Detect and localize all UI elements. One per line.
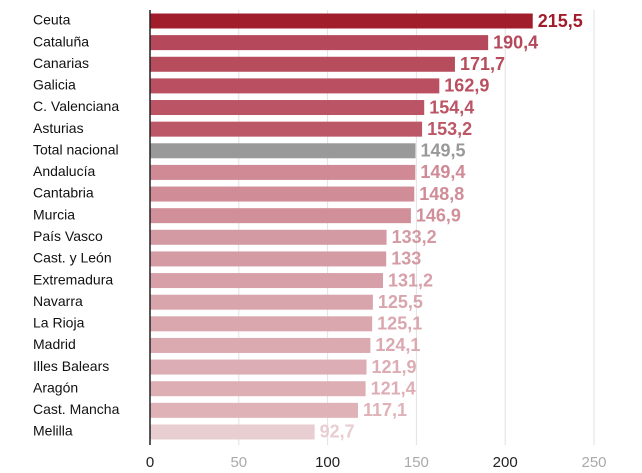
value-label: 154,4: [429, 97, 474, 117]
category-label: La Rioja: [33, 315, 85, 331]
bar: [150, 121, 423, 137]
value-label: 153,2: [427, 119, 472, 139]
value-label: 146,9: [416, 205, 461, 225]
category-label: Asturias: [33, 120, 84, 136]
category-label: Ceuta: [33, 12, 71, 28]
value-label: 133: [391, 249, 421, 269]
value-label: 121,9: [371, 357, 416, 377]
bar: [150, 402, 358, 418]
x-tick-label: 100: [315, 454, 340, 471]
category-label: Total nacional: [33, 141, 119, 157]
bar: [150, 100, 425, 116]
value-label: 171,7: [460, 54, 505, 74]
value-label: 121,4: [371, 378, 416, 398]
category-label: Cantabria: [33, 185, 94, 201]
x-tick-label: 150: [404, 454, 429, 471]
category-label: Navarra: [33, 293, 83, 309]
value-label: 125,1: [377, 314, 422, 334]
category-label: Cast. Mancha: [33, 401, 120, 417]
bar: [150, 424, 315, 440]
value-label: 133,2: [392, 227, 437, 247]
category-label: Cast. y León: [33, 250, 112, 266]
bar: [150, 143, 416, 159]
value-label: 215,5: [538, 11, 583, 31]
bar: [150, 381, 366, 397]
bar: [150, 251, 387, 267]
x-tick-label: 250: [581, 454, 606, 471]
category-label: País Vasco: [33, 228, 103, 244]
category-label: Galicia: [33, 77, 76, 93]
bar: [150, 56, 455, 72]
bar: [150, 78, 440, 94]
category-label: Andalucía: [33, 163, 95, 179]
x-tick-label: 0: [146, 454, 154, 471]
bar: [150, 208, 411, 224]
value-label: 92,7: [320, 422, 355, 442]
bar: [150, 186, 415, 202]
value-label: 117,1: [363, 400, 407, 420]
category-label: Canarias: [33, 55, 89, 71]
value-label: 125,5: [378, 292, 423, 312]
category-label: Madrid: [33, 336, 76, 352]
bar: [150, 294, 373, 310]
category-label: Cataluña: [33, 33, 89, 49]
category-label: Extremadura: [33, 271, 113, 287]
value-label: 124,1: [375, 335, 420, 355]
category-label: Murcia: [33, 206, 75, 222]
x-tick-label: 200: [493, 454, 518, 471]
bar: [150, 229, 387, 245]
bar: [150, 273, 384, 289]
value-label: 149,4: [420, 162, 465, 182]
value-label: 148,8: [419, 184, 464, 204]
category-label: Aragón: [33, 379, 78, 395]
value-label: 162,9: [444, 76, 489, 96]
category-label: Illes Balears: [33, 358, 109, 374]
category-label: Melilla: [33, 423, 73, 439]
bar: [150, 359, 367, 375]
value-label: 149,5: [421, 141, 466, 161]
bar: [150, 35, 489, 51]
x-tick-label: 50: [230, 454, 247, 471]
value-label: 131,2: [388, 270, 433, 290]
value-label: 190,4: [493, 32, 538, 52]
bar: [150, 164, 416, 180]
bar: [150, 13, 533, 29]
bar: [150, 337, 371, 353]
bar: [150, 316, 373, 332]
category-label: C. Valenciana: [33, 98, 119, 114]
